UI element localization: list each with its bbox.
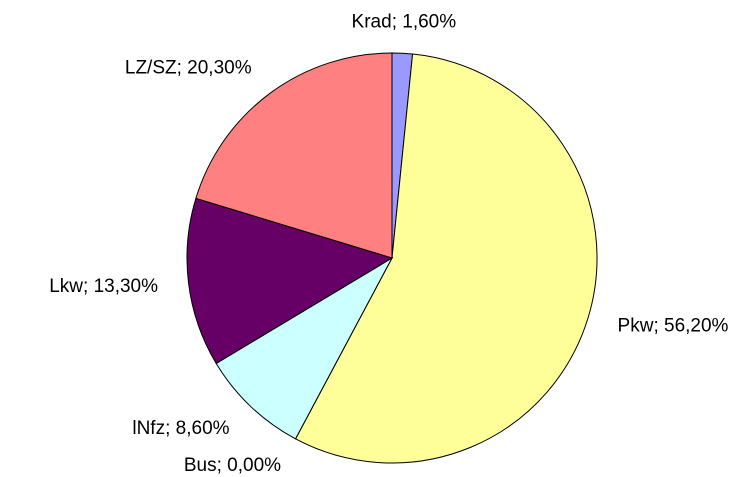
data-label: Pkw; 56,20% — [618, 316, 729, 337]
label-separator: ; — [392, 12, 403, 33]
label-separator: ; — [217, 455, 228, 476]
data-label: lNfz; 8,60% — [132, 418, 229, 439]
label-separator: ; — [83, 276, 94, 297]
label-category: lNfz — [132, 418, 165, 439]
label-separator: ; — [165, 418, 176, 439]
label-separator: ; — [177, 58, 188, 79]
label-separator: ; — [653, 316, 664, 337]
label-value: 8,60% — [176, 418, 230, 439]
label-value: 1,60% — [402, 12, 456, 33]
pie-slice — [215, 256, 394, 440]
label-category: Lkw — [49, 276, 83, 297]
label-category: LZ/SZ — [125, 58, 177, 79]
pie-slice — [195, 52, 393, 259]
label-category: Bus — [184, 455, 217, 476]
data-label: Krad; 1,60% — [352, 12, 457, 33]
pie-slice — [294, 53, 598, 464]
data-label: Lkw; 13,30% — [49, 276, 158, 297]
label-category: Krad — [352, 12, 392, 33]
label-category: Pkw — [618, 316, 654, 337]
label-value: 13,30% — [94, 276, 159, 297]
data-label: Bus; 0,00% — [184, 455, 281, 476]
label-value: 0,00% — [227, 455, 281, 476]
data-label: LZ/SZ; 20,30% — [125, 58, 252, 79]
pie-slice — [186, 197, 394, 365]
label-value: 20,30% — [187, 58, 252, 79]
label-value: 56,20% — [664, 316, 729, 337]
